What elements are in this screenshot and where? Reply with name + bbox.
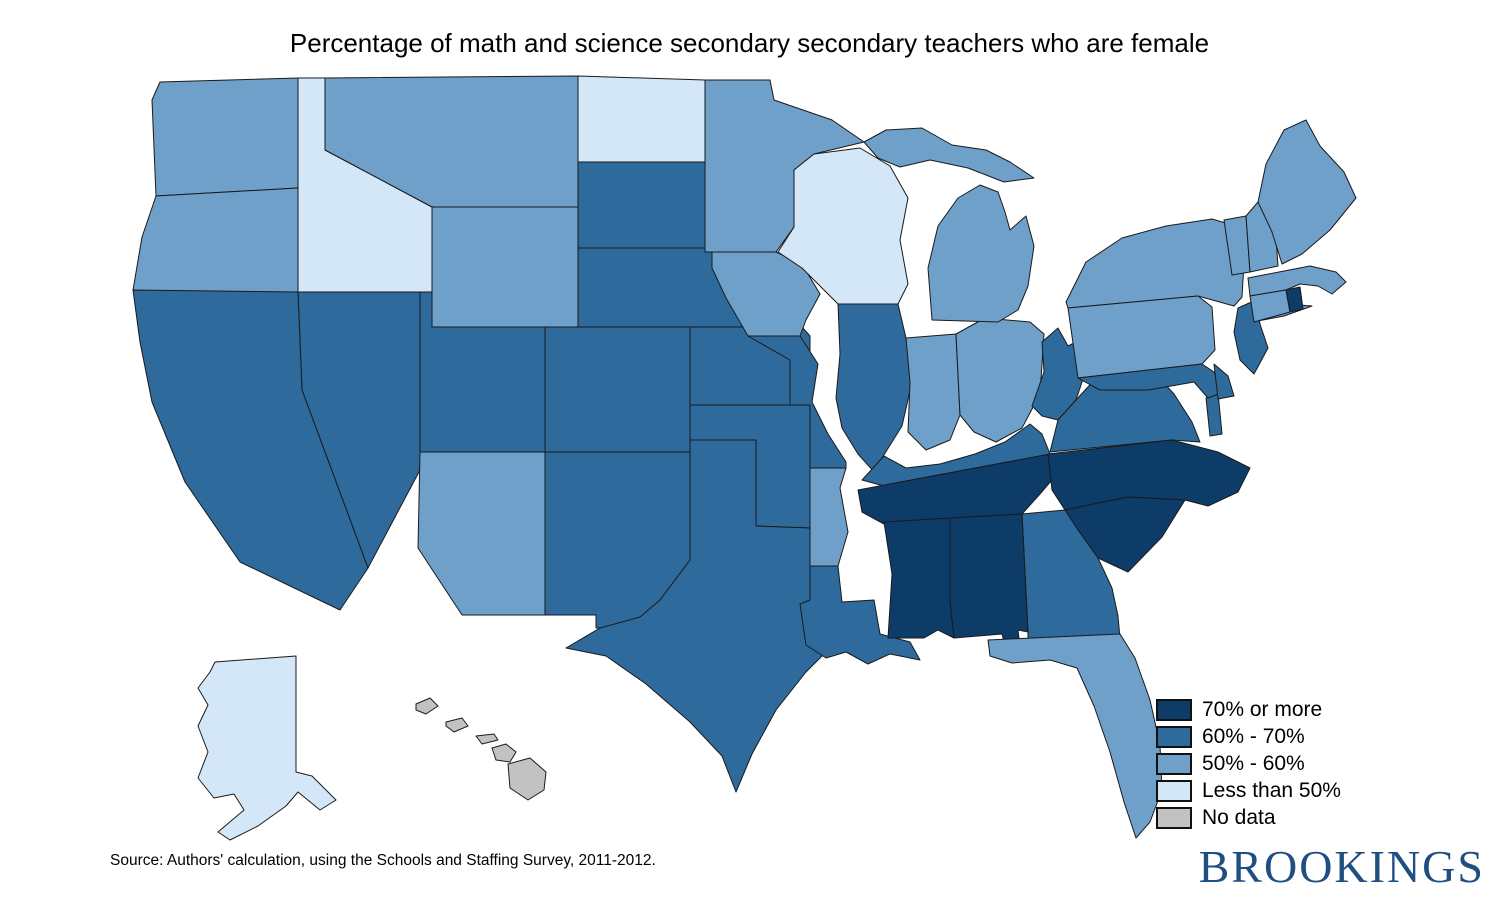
state-sd: South Dakota: 60% - 70% [577,161,713,249]
state-il: Illinois: 60% - 70% [835,303,913,475]
state-md: Maryland: 60% - 70% [1077,363,1225,399]
state-oh: Ohio: 50% - 60% [955,317,1045,443]
legend-item: Less than 50% [1156,779,1341,802]
legend-item: 70% or more [1156,698,1341,721]
legend-swatch [1156,725,1192,748]
state-de: Delaware: 60% - 70% [1213,363,1235,400]
state-ar: Arkansas: 50% - 60% [809,467,849,567]
legend-item: 50% - 60% [1156,752,1341,775]
legend-swatch [1156,752,1192,775]
state-ri: Rhode Island: 70% or more [1285,286,1304,313]
state-hi: Hawaii: No data [507,757,547,801]
state-mi: Michigan: 50% - 60% [927,184,1035,323]
legend-swatch [1156,779,1192,802]
state-fl: Florida: 50% - 60% [987,633,1163,839]
state-al: Alabama: 70% or more [949,513,1029,651]
state-hi: Hawaii: No data [491,743,517,763]
state-in: Indiana: 50% - 60% [905,333,961,451]
state-wy: Wyoming: 50% - 60% [431,206,579,328]
state-wa: Washington: 50% - 60% [151,77,299,197]
state-ct: Connecticut: 50% - 60% [1249,289,1291,323]
state-hi: Hawaii: No data [475,733,499,745]
state-ak: Alaska: Less than 50% [197,655,337,841]
map-legend: 70% or more 60% - 70% 50% - 60% Less than 5… [1156,698,1341,829]
legend-item: 60% - 70% [1156,725,1341,748]
state-ms: Mississippi: 70% or more [883,517,955,639]
page-title: Percentage of math and science secondary… [289,28,1210,58]
source-note: Source: Authors' calculation, using the … [110,852,656,869]
legend-label: No data [1202,806,1276,829]
state-or: Oregon: 50% - 60% [132,187,299,299]
legend-label: 60% - 70% [1202,725,1305,748]
state-co: Colorado: 60% - 70% [544,326,691,453]
state-mi: Michigan: 50% - 60% [863,127,1035,183]
state-ca: California: 60% - 70% [132,289,369,611]
state-hi: Hawaii: No data [415,697,439,715]
state-hi: Hawaii: No data [445,717,469,733]
legend-label: Less than 50% [1202,779,1341,802]
state-nc: North Carolina: 70% or more [1047,439,1251,511]
state-az: Arizona: 50% - 60% [417,451,546,616]
state-nd: North Dakota: Less than 50% [577,75,706,163]
legend-swatch [1156,698,1192,721]
state-me: Maine: 50% - 60% [1257,119,1357,265]
legend-label: 70% or more [1202,698,1323,721]
brookings-logo: BROOKINGS [1198,841,1485,892]
state-mo: Missouri: 60% - 70% [747,335,847,469]
state-la: Louisiana: 60% - 70% [799,565,921,665]
state-ga: Georgia: 60% - 70% [1021,509,1121,641]
legend-item: No data [1156,806,1341,829]
state-ny: New York: 50% - 60% [1065,218,1247,309]
legend-label: 50% - 60% [1202,752,1305,775]
legend-swatch [1156,806,1192,829]
